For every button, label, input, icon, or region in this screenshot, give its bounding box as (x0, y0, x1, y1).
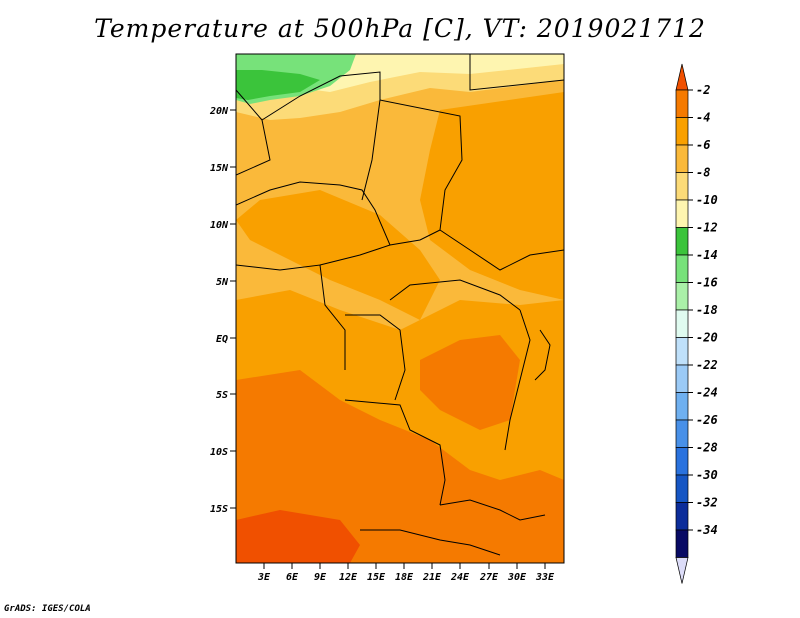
lon-label: 9E (314, 572, 327, 583)
legend-arrow-bottom (675, 557, 689, 584)
field-center-hot (420, 335, 520, 430)
legend-label: -2 (696, 83, 710, 97)
lon-label: 3E (257, 572, 271, 583)
border-lake-victoria (534, 329, 551, 381)
border-ne (469, 54, 564, 91)
border-congo (345, 314, 406, 401)
lon-label: 21E (422, 572, 442, 583)
field-east-warm (420, 92, 564, 300)
legend-label: -22 (696, 358, 718, 372)
legend-swatch (675, 172, 689, 201)
legend-label: -18 (696, 303, 718, 317)
border-great-lakes (504, 309, 531, 451)
legend-swatch (675, 474, 689, 503)
legend-swatch (675, 144, 689, 173)
lat-label: 15S (210, 504, 228, 515)
legend-swatch (675, 89, 689, 118)
border-north-2 (379, 99, 463, 231)
lon-axis: 3E 6E 9E 12E 15E 18E 21E 24E 27E 30E 33E (257, 563, 555, 583)
legend-label: -32 (696, 496, 718, 510)
border-sahel (236, 181, 391, 246)
lat-label: 5N (216, 277, 229, 288)
legend-label: -28 (696, 441, 718, 455)
legend-swatch (675, 447, 689, 476)
lat-label: 15N (210, 163, 229, 174)
legend-swatch (675, 309, 689, 338)
legend-label: -24 (696, 386, 718, 400)
lon-label: 33E (535, 572, 555, 583)
country-borders (236, 54, 564, 556)
grads-credit: GrADS: IGES/COLA (4, 604, 91, 614)
legend-swatch (675, 419, 689, 448)
legend-label: -26 (696, 413, 718, 427)
lat-label: 10S (210, 447, 228, 458)
map-frame (235, 53, 565, 564)
legend-label: -8 (696, 166, 710, 180)
legend-swatch (675, 117, 689, 146)
lon-label: 27E (479, 572, 499, 583)
legend-label: -6 (696, 138, 710, 152)
border-angola (344, 399, 446, 506)
border-central (319, 229, 441, 266)
border-west-1 (236, 89, 271, 176)
map-title: Temperature at 500hPa [C], VT: 201902171… (94, 14, 706, 43)
lat-axis: 20N 15N 10N 5N EQ 5S 10S 15S (209, 106, 236, 515)
lat-label: 5S (216, 390, 228, 401)
legend-label: -30 (696, 468, 718, 482)
field-south-hot (236, 370, 564, 563)
border-coast (236, 264, 346, 370)
legend-swatch (675, 199, 689, 228)
lon-label: 30E (507, 572, 527, 583)
lon-label: 24E (450, 572, 470, 583)
temperature-field (236, 54, 564, 563)
border-south (360, 529, 501, 556)
field-green-dark (236, 70, 320, 100)
legend-label: -16 (696, 276, 718, 290)
border-east-1 (439, 229, 564, 271)
lon-label: 18E (395, 572, 414, 583)
legend-swatch (675, 227, 689, 256)
color-legend: -2 -4 -6 -8 -10 -12 -14 -16 -18 -20 -22 -24 -26 -28 -3… (675, 63, 718, 584)
legend-arrow-top (675, 63, 689, 91)
border-zambia (439, 499, 546, 521)
field-southwest-hottest (236, 510, 360, 563)
lat-label: 10N (210, 220, 229, 231)
border-north-1 (261, 71, 381, 201)
legend-label: -4 (696, 111, 710, 125)
legend-swatch (675, 254, 689, 283)
legend-swatch (675, 529, 689, 558)
field-central-warm (236, 190, 440, 320)
lat-label: 20N (209, 106, 229, 117)
field-band-pale (300, 54, 564, 92)
legend-swatch (675, 392, 689, 421)
legend-label: -12 (696, 221, 718, 235)
legend-label: -14 (696, 248, 718, 262)
border-cd-north (389, 279, 521, 311)
legend-swatch (675, 282, 689, 311)
lon-label: 6E (286, 572, 299, 583)
legend-label: -34 (696, 523, 718, 537)
legend-label: -20 (696, 331, 718, 345)
lat-label: EQ (216, 334, 228, 345)
lon-label: 15E (367, 572, 386, 583)
legend-swatch (675, 364, 689, 393)
lon-label: 12E (339, 572, 358, 583)
legend-label: -10 (696, 193, 718, 207)
legend-swatch (675, 337, 689, 366)
legend-swatch (675, 502, 689, 531)
